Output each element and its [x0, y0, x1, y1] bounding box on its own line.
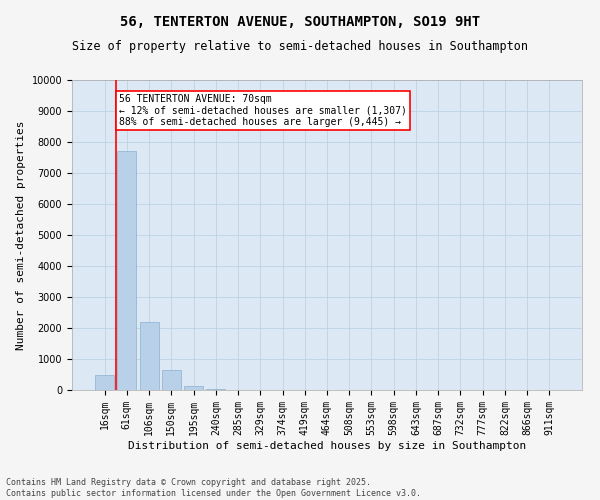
- X-axis label: Distribution of semi-detached houses by size in Southampton: Distribution of semi-detached houses by …: [128, 440, 526, 450]
- Bar: [140, 322, 158, 390]
- Bar: [206, 389, 225, 390]
- Text: Contains HM Land Registry data © Crown copyright and database right 2025.
Contai: Contains HM Land Registry data © Crown c…: [6, 478, 421, 498]
- Bar: [184, 386, 203, 390]
- Bar: [162, 370, 181, 390]
- Bar: [95, 375, 114, 390]
- Text: Size of property relative to semi-detached houses in Southampton: Size of property relative to semi-detach…: [72, 40, 528, 53]
- Text: 56 TENTERTON AVENUE: 70sqm
← 12% of semi-detached houses are smaller (1,307)
88%: 56 TENTERTON AVENUE: 70sqm ← 12% of semi…: [119, 94, 407, 127]
- Text: 56, TENTERTON AVENUE, SOUTHAMPTON, SO19 9HT: 56, TENTERTON AVENUE, SOUTHAMPTON, SO19 …: [120, 15, 480, 29]
- Y-axis label: Number of semi-detached properties: Number of semi-detached properties: [16, 120, 26, 350]
- Bar: [118, 152, 136, 390]
